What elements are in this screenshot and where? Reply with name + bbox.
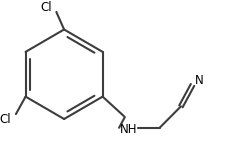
- Text: Cl: Cl: [40, 1, 52, 14]
- Text: NH: NH: [120, 123, 137, 136]
- Text: N: N: [195, 74, 204, 87]
- Text: Cl: Cl: [0, 113, 11, 126]
